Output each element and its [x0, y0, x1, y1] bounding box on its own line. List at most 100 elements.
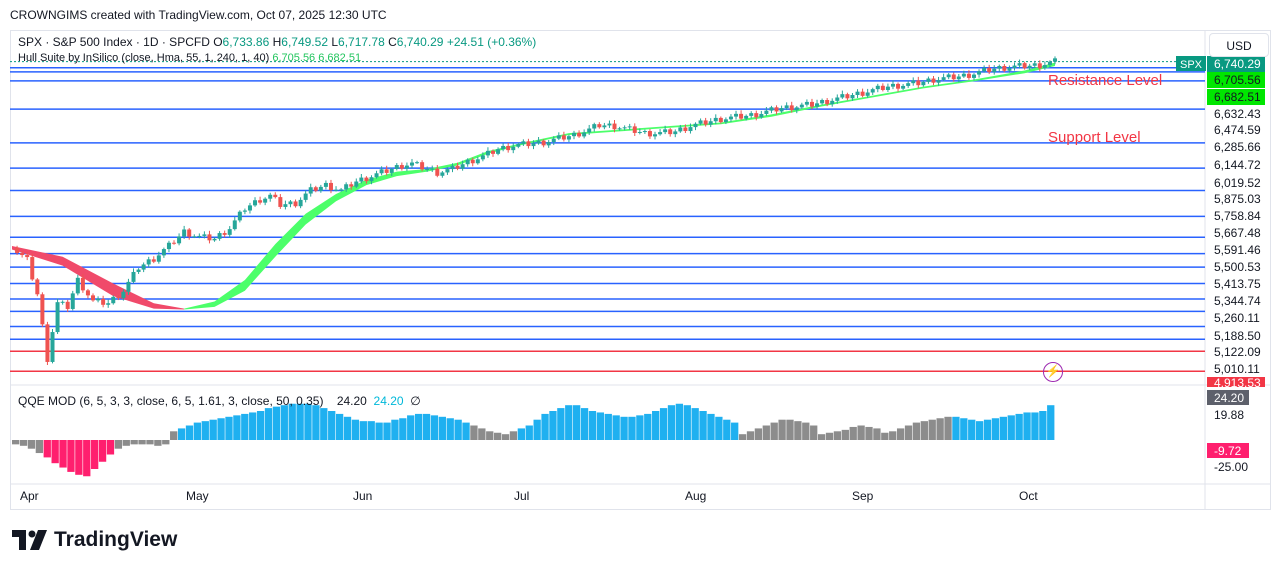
- price-label-bg: [1207, 191, 1265, 207]
- candle-body: [647, 131, 652, 137]
- candle-body: [597, 124, 602, 128]
- qqe-indicator-name[interactable]: QQE MOD (6, 5, 3, 3, close, 6, 5, 1.61, …: [18, 394, 324, 408]
- qqe-bar: [588, 411, 597, 440]
- candle-body: [830, 100, 835, 105]
- candle-body: [415, 162, 420, 164]
- qqe-bar: [146, 440, 154, 445]
- tradingview-logo[interactable]: TradingView: [12, 528, 177, 552]
- qqe-bar: [280, 405, 288, 440]
- candle-body: [1047, 61, 1052, 66]
- candle-body: [75, 277, 80, 294]
- qqe-bar: [27, 440, 36, 449]
- candle-body: [825, 100, 830, 105]
- qqe-bar: [604, 413, 612, 440]
- qqe-bar: [952, 416, 960, 440]
- qqe-label: -25.00: [1214, 460, 1248, 474]
- qqe-bar: [936, 418, 944, 440]
- candle-body: [572, 132, 577, 137]
- candle-body: [440, 172, 445, 176]
- candle-body: [926, 78, 931, 82]
- candle-body: [617, 128, 622, 130]
- qqe-bar: [794, 421, 802, 440]
- price-label-text: 5,010.11: [1214, 362, 1260, 376]
- candle-body: [399, 165, 404, 169]
- candle-body: [389, 168, 394, 173]
- price-label-text: 5,344.74: [1214, 294, 1261, 308]
- price-label: 5,875.03: [1207, 191, 1265, 207]
- price-label: 6,705.56: [1207, 72, 1265, 88]
- candle-body: [298, 199, 303, 207]
- candle-body: [789, 105, 794, 111]
- candle-body: [744, 115, 749, 119]
- qqe-bar: [122, 440, 130, 446]
- qqe-bar: [683, 405, 691, 440]
- candle-body: [987, 67, 992, 73]
- qqe-bar: [130, 440, 138, 445]
- qqe-bar: [1031, 412, 1039, 440]
- currency-button[interactable]: USD: [1209, 33, 1269, 57]
- candle-body: [106, 303, 111, 305]
- qqe-bar: [98, 440, 107, 462]
- candle-body: [566, 136, 571, 140]
- hull-indicator-name[interactable]: Hull Suite by InSilico (close, Hma, 55, …: [18, 52, 270, 64]
- qqe-bar: [596, 412, 605, 440]
- price-label: 6,144.72: [1207, 157, 1265, 173]
- qqe-bar: [707, 413, 715, 440]
- qqe-bar: [881, 432, 889, 440]
- qqe-bar: [501, 434, 510, 440]
- candle-body: [283, 204, 288, 207]
- qqe-bar: [35, 440, 44, 454]
- candle-body: [288, 201, 293, 205]
- qqe-bar: [59, 440, 67, 468]
- lightning-icon[interactable]: ⚡: [1043, 362, 1063, 382]
- qqe-bar: [746, 431, 755, 440]
- candle-body: [268, 194, 273, 199]
- price-label-text: 5,875.03: [1214, 192, 1261, 206]
- price-label: 5,667.48: [1207, 225, 1265, 241]
- qqe-bar: [778, 419, 786, 440]
- qqe-bar: [383, 422, 391, 440]
- candle-body: [369, 177, 374, 182]
- candle-body: [278, 197, 283, 207]
- symbol-tag: SPX: [1180, 59, 1203, 71]
- candle-body: [956, 76, 961, 80]
- x-tick-label: Sep: [852, 489, 874, 503]
- candle-body: [516, 144, 521, 147]
- candle-body: [455, 165, 460, 169]
- qqe-bar: [738, 434, 747, 440]
- candle-body: [951, 74, 956, 80]
- qqe-bar: [407, 415, 415, 440]
- candle-body: [40, 294, 45, 325]
- candle-body: [197, 235, 202, 237]
- candle-body: [713, 117, 718, 122]
- candle-body: [334, 189, 339, 191]
- candle-body: [465, 159, 470, 165]
- candle-body: [273, 194, 278, 198]
- price-label-text: 6,474.59: [1214, 123, 1261, 137]
- price-label-bg: [1207, 122, 1265, 138]
- candle-body: [577, 132, 582, 137]
- qqe-bar: [667, 405, 676, 440]
- price-label: SPX 6,740.29: [1176, 56, 1265, 72]
- x-tick-label: Jul: [514, 489, 529, 503]
- candle-body: [192, 236, 197, 238]
- qqe-bar: [359, 421, 367, 440]
- price-label-text: 5,413.75: [1214, 277, 1261, 291]
- candle-body: [45, 324, 50, 362]
- qqe-bar: [446, 418, 454, 440]
- qqe-bar: [51, 440, 59, 464]
- candle-body: [673, 131, 678, 135]
- qqe-bar: [217, 418, 225, 440]
- qqe-bar: [12, 440, 20, 445]
- qqe-bar: [177, 428, 186, 440]
- candle-body: [1017, 63, 1022, 66]
- price-label-text: 5,188.50: [1214, 329, 1261, 343]
- candle-body: [602, 125, 607, 128]
- candle-body: [470, 159, 475, 164]
- candle-body: [526, 141, 531, 147]
- candle-body: [977, 71, 982, 75]
- candle-body: [612, 123, 617, 130]
- qqe-bar: [422, 413, 431, 440]
- symbol-info[interactable]: SPX · S&P 500 Index · 1D · SPCFD: [18, 35, 210, 49]
